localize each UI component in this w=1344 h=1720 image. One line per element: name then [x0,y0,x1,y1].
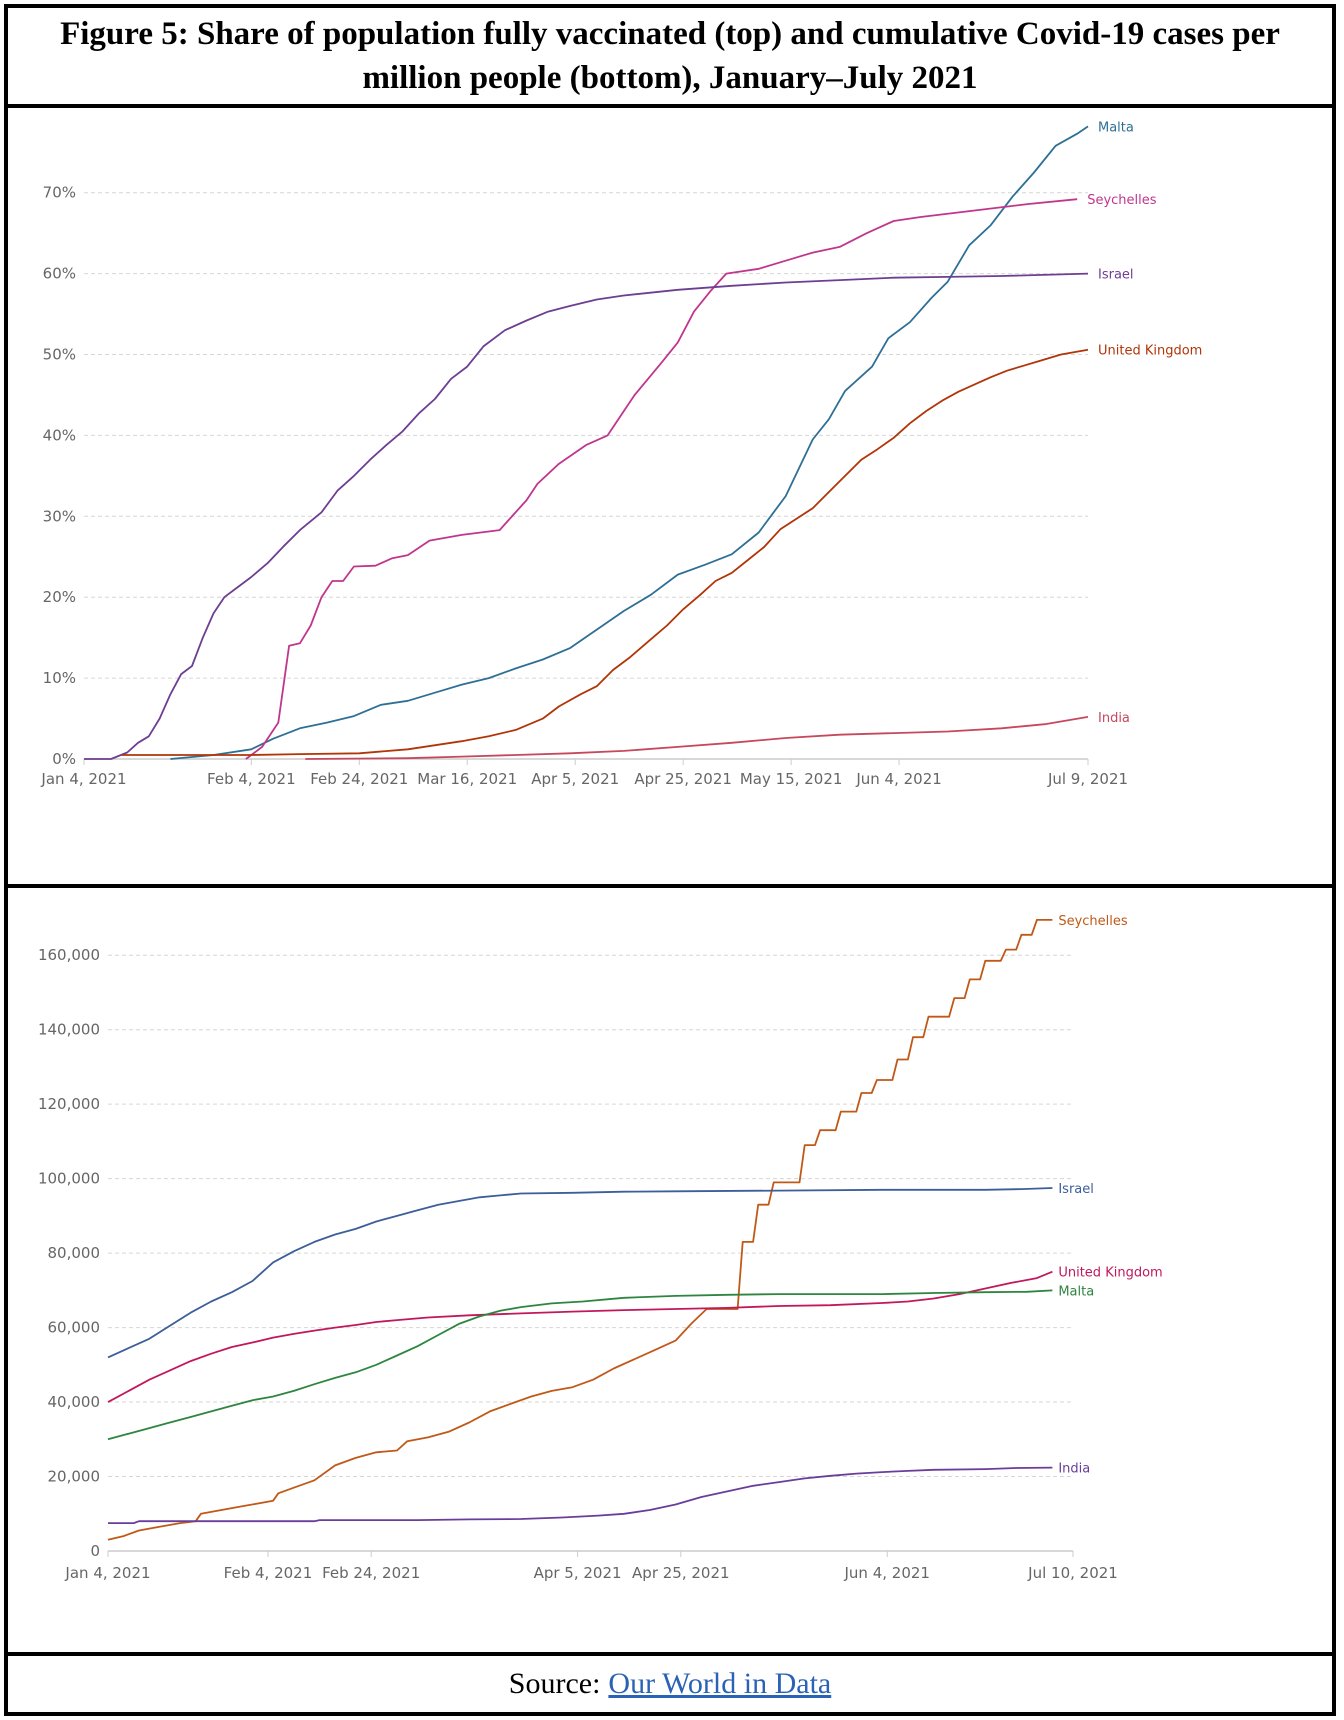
x-tick-label: Jul 10, 2021 [1027,1564,1118,1582]
series-label: Israel [1098,268,1134,283]
y-tick-label: 40,000 [48,1393,101,1411]
series-line-india [108,1466,1053,1524]
x-tick-label: Jun 4, 2021 [843,1564,929,1582]
y-tick-label: 20% [43,588,76,606]
y-tick-label: 60,000 [48,1319,101,1337]
series-label: Malta [1058,1284,1094,1299]
y-tick-label: 0% [52,750,76,768]
series-line-malta [107,1289,1053,1441]
y-tick-label: 60% [43,265,76,283]
x-tick-label: Apr 5, 2021 [534,1564,622,1582]
series-line-israel [84,272,1089,760]
y-tick-label: 40% [43,426,76,444]
figure-title: Figure 5: Share of population fully vacc… [60,16,1280,96]
y-tick-label: 20,000 [48,1468,101,1486]
series-line-united-kingdom [121,348,1089,756]
y-tick-label: 50% [43,346,76,364]
series-label: Seychelles [1058,914,1128,929]
x-tick-label: Mar 16, 2021 [417,770,517,788]
y-tick-label: 120,000 [38,1095,100,1113]
x-tick-label: Jan 4, 2021 [64,1564,150,1582]
vaccination-chart-panel: 0% 10% 20% 30% 40% 50% 60% 70% Jan 4, 2021 Feb 4,… [8,108,1332,888]
source-prefix: Source: [508,1667,601,1700]
series-line-malta [170,125,1089,760]
cases-chart-panel: 0 20,000 40,000 60,000 80,000 100,000 120,000 1… [8,888,1332,1656]
series-label: United Kingdom [1098,344,1202,359]
series-label: India [1058,1462,1090,1477]
source-link[interactable]: Our World in Data [608,1667,832,1700]
y-tick-label: 70% [43,184,76,202]
series-line-united-kingdom [107,1270,1053,1403]
series-line-seychelles [107,919,1053,1541]
y-tick-label: 10% [43,669,76,687]
x-tick-label: Jul 9, 2021 [1047,770,1128,788]
figure-frame: Figure 5: Share of population fully vacc… [4,4,1336,1716]
y-tick-label: 160,000 [38,946,100,964]
x-tick-label: Apr 25, 2021 [632,1564,730,1582]
series-label: Seychelles [1087,193,1157,208]
series-label: Israel [1058,1182,1094,1197]
series-line-israel [107,1187,1053,1359]
series-line-india [305,716,1089,760]
x-tick-label: Feb 24, 2021 [322,1564,420,1582]
y-tick-label: 30% [43,507,76,525]
series-line-seychelles [245,198,1078,760]
x-tick-label: Apr 25, 2021 [634,770,732,788]
series-label: India [1098,711,1130,726]
series-label: Malta [1098,120,1134,135]
x-tick-label: Apr 5, 2021 [531,770,619,788]
cases-chart: 0 20,000 40,000 60,000 80,000 100,000 120,000 1… [38,914,1163,1582]
x-tick-label: Feb 4, 2021 [224,1564,313,1582]
series-label: United Kingdom [1058,1266,1162,1281]
figure-title-box: Figure 5: Share of population fully vacc… [8,8,1332,108]
x-tick-label: Feb 24, 2021 [310,770,408,788]
x-tick-label: Feb 4, 2021 [207,770,296,788]
source-line: Source: Our World in Data [8,1656,1332,1712]
y-tick-label: 100,000 [38,1170,100,1188]
y-tick-label: 0 [90,1542,100,1560]
y-tick-label: 140,000 [38,1021,100,1039]
x-tick-label: Jan 4, 2021 [40,770,126,788]
y-tick-label: 80,000 [48,1244,101,1262]
vaccination-chart: 0% 10% 20% 30% 40% 50% 60% 70% Jan 4, 2021 Feb 4,… [40,120,1202,788]
x-tick-label: May 15, 2021 [740,770,843,788]
x-tick-label: Jun 4, 2021 [855,770,941,788]
